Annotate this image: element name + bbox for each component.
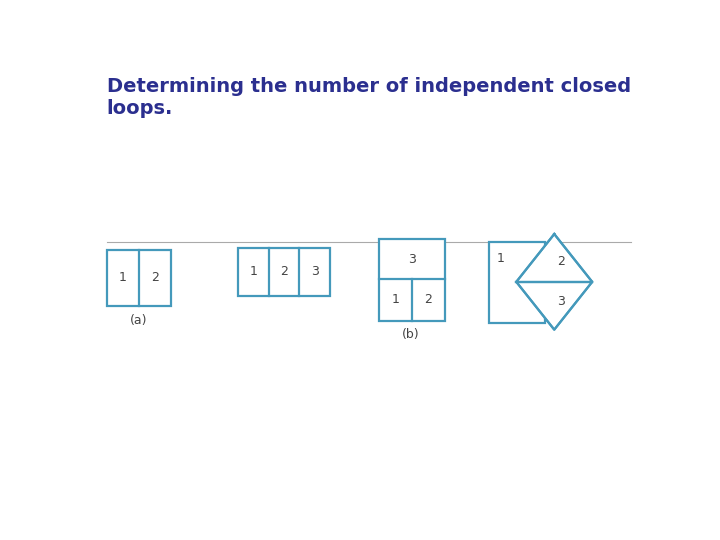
Bar bbox=[379, 239, 445, 321]
Text: 1: 1 bbox=[496, 252, 504, 265]
Text: 1: 1 bbox=[249, 265, 257, 278]
Text: Determining the number of independent closed
loops.: Determining the number of independent cl… bbox=[107, 77, 631, 118]
Bar bbox=[238, 248, 330, 295]
Text: 3: 3 bbox=[408, 253, 416, 266]
Text: 2: 2 bbox=[425, 293, 433, 306]
Text: 3: 3 bbox=[557, 295, 565, 308]
Bar bbox=[107, 250, 171, 306]
Text: 1: 1 bbox=[119, 272, 127, 285]
Text: 2: 2 bbox=[151, 272, 159, 285]
Text: 1: 1 bbox=[392, 293, 400, 306]
Bar bbox=[489, 241, 545, 322]
Text: 2: 2 bbox=[557, 255, 565, 268]
Text: (b): (b) bbox=[402, 328, 420, 341]
Text: 2: 2 bbox=[280, 265, 288, 278]
Polygon shape bbox=[516, 234, 592, 329]
Text: 3: 3 bbox=[310, 265, 318, 278]
Text: (a): (a) bbox=[130, 314, 148, 327]
